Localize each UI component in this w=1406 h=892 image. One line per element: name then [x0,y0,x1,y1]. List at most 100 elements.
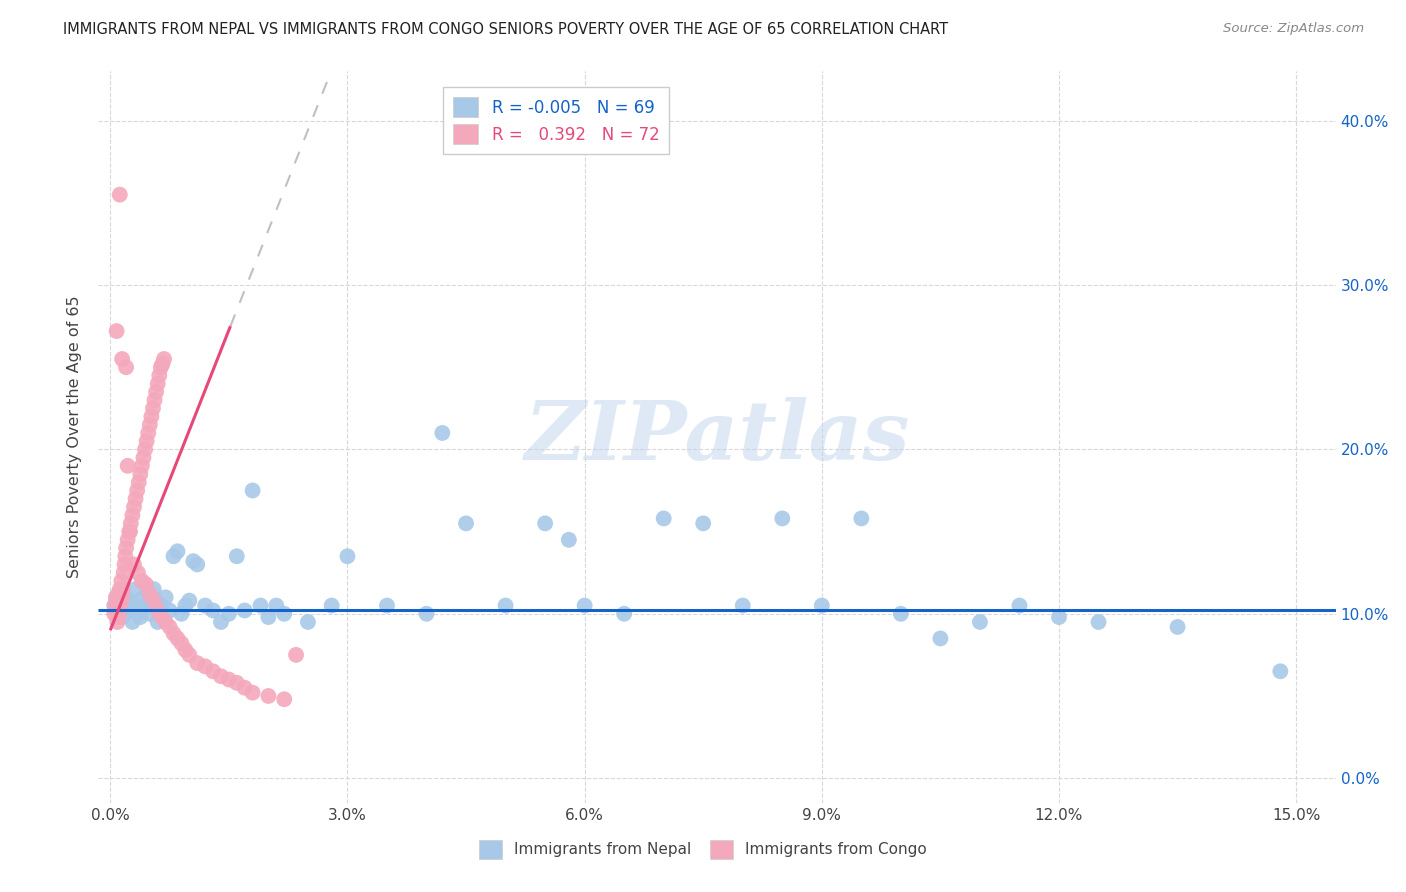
Point [131,599,153,613]
Point [170,636,193,650]
Point [127,607,149,621]
Point [142,582,165,596]
Point [249,599,271,613]
Point [149,360,172,375]
Point [257,610,280,624]
Point [225,675,247,690]
Point [132,591,155,605]
Point [890,607,912,621]
Point [162,626,184,640]
Point [415,607,437,621]
Point [111,591,134,605]
Legend: R = -0.005   N = 69, R =   0.392   N = 72: R = -0.005 N = 69, R = 0.392 N = 72 [443,87,669,154]
Point [242,686,264,700]
Point [104,599,127,613]
Legend: Immigrants from Nepal, Immigrants from Congo: Immigrants from Nepal, Immigrants from C… [472,834,934,864]
Point [534,516,557,531]
Text: Source: ZipAtlas.com: Source: ZipAtlas.com [1223,22,1364,36]
Point [146,603,169,617]
Point [122,500,145,514]
Point [103,599,125,613]
Point [652,511,675,525]
Point [136,587,159,601]
Point [285,648,308,662]
Point [132,450,155,465]
Point [114,549,136,564]
Point [139,417,162,432]
Point [297,615,319,629]
Point [152,357,174,371]
Point [105,324,128,338]
Point [127,483,149,498]
Point [136,425,159,440]
Point [1008,599,1031,613]
Point [1270,665,1292,679]
Text: IMMIGRANTS FROM NEPAL VS IMMIGRANTS FROM CONGO SENIORS POVERTY OVER THE AGE OF 6: IMMIGRANTS FROM NEPAL VS IMMIGRANTS FROM… [63,22,949,37]
Point [155,615,177,629]
Point [117,533,139,547]
Point [122,599,145,613]
Point [143,393,166,408]
Point [375,599,398,613]
Point [121,615,143,629]
Point [495,599,517,613]
Point [145,593,167,607]
Point [770,511,793,525]
Point [1167,620,1189,634]
Point [613,607,636,621]
Point [114,599,136,613]
Point [111,351,134,366]
Point [233,603,256,617]
Point [117,458,139,473]
Point [145,384,167,399]
Point [209,615,232,629]
Point [150,610,173,624]
Point [174,599,197,613]
Point [115,541,138,555]
Point [148,368,170,383]
Point [124,582,146,596]
Point [1087,615,1109,629]
Point [731,599,754,613]
Point [851,511,873,525]
Point [131,458,153,473]
Point [202,665,225,679]
Point [186,558,208,572]
Point [115,360,138,375]
Point [124,491,146,506]
Point [209,669,232,683]
Point [111,610,134,624]
Point [336,549,359,564]
Point [135,599,157,613]
Point [120,516,142,531]
Point [118,524,141,539]
Point [107,593,129,607]
Y-axis label: Seniors Poverty Over the Age of 65: Seniors Poverty Over the Age of 65 [67,296,83,578]
Point [128,475,150,490]
Point [558,533,581,547]
Point [115,591,138,605]
Point [114,558,136,572]
Point [127,566,149,580]
Point [139,587,162,601]
Point [969,615,991,629]
Point [110,574,132,588]
Point [146,376,169,391]
Point [105,615,128,629]
Point [202,603,225,617]
Point [811,599,834,613]
Point [1047,610,1070,624]
Point [194,599,217,613]
Point [225,549,247,564]
Point [692,516,714,531]
Point [166,632,188,646]
Point [266,599,288,613]
Point [166,544,188,558]
Point [432,425,454,440]
Point [131,574,153,588]
Point [242,483,264,498]
Point [107,587,129,601]
Point [122,558,145,572]
Point [139,607,162,621]
Point [194,659,217,673]
